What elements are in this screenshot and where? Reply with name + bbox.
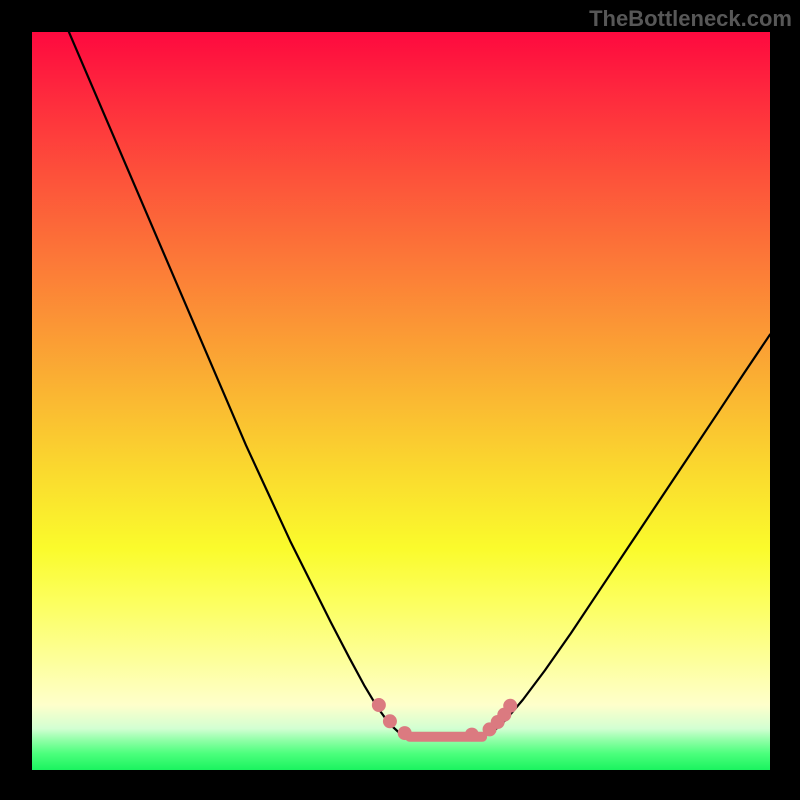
plot-area (32, 32, 770, 770)
marker-dot (372, 698, 386, 712)
chart-frame: TheBottleneck.com (0, 0, 800, 800)
marker-dot (503, 699, 517, 713)
gradient-background (32, 32, 770, 770)
marker-dot (383, 714, 397, 728)
marker-dot (398, 726, 412, 740)
marker-dot (465, 728, 479, 742)
chart-svg (32, 32, 770, 770)
watermark-text: TheBottleneck.com (589, 6, 792, 32)
